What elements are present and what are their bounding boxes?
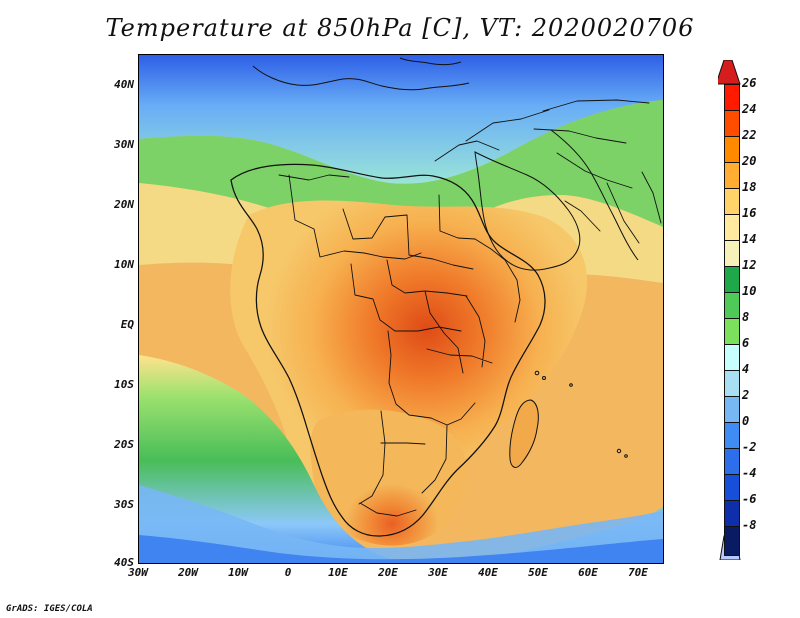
x-label-0: 0 bbox=[284, 566, 292, 579]
x-label-60e: 60E bbox=[578, 566, 598, 579]
x-label-30w: 30W bbox=[128, 566, 148, 579]
y-label-10s: 10S bbox=[114, 378, 134, 391]
x-label-50e: 50E bbox=[528, 566, 548, 579]
chart-title: Temperature at 850hPa [C], VT: 202002070… bbox=[105, 14, 695, 42]
south-islands bbox=[534, 370, 628, 458]
y-label-20s: 20S bbox=[114, 438, 134, 451]
y-label-30n: 30N bbox=[114, 138, 134, 151]
x-label-20e: 20E bbox=[378, 566, 398, 579]
x-label-10w: 10W bbox=[228, 566, 248, 579]
country-borders bbox=[278, 99, 662, 517]
southern-heat-zone bbox=[310, 409, 468, 546]
colorbar-label-minus-4: -4 bbox=[742, 466, 757, 480]
colorbar-label-20: 20 bbox=[742, 154, 757, 168]
madagascar bbox=[509, 399, 539, 468]
y-label-10n: 10N bbox=[114, 258, 134, 271]
colorbar-label-24: 24 bbox=[742, 102, 757, 116]
y-label-20n: 20N bbox=[114, 198, 134, 211]
arabian-peninsula bbox=[474, 151, 581, 271]
x-label-30e: 30E bbox=[428, 566, 448, 579]
y-label-30s: 30S bbox=[114, 498, 134, 511]
credit-footer: GrADS: IGES/COLA bbox=[6, 604, 93, 614]
black-sea-outline bbox=[399, 57, 462, 66]
colorbar-label-minus-6: -6 bbox=[742, 492, 757, 506]
colorbar-label-6: 6 bbox=[742, 336, 750, 350]
colorbar-label-18: 18 bbox=[742, 180, 757, 194]
colorbar-label-10: 10 bbox=[742, 284, 757, 298]
colorbar-label-8: 8 bbox=[742, 310, 750, 324]
colorbar-label-22: 22 bbox=[742, 128, 757, 142]
southern-ocean-gradient bbox=[139, 355, 663, 563]
north-cold-region bbox=[139, 55, 663, 184]
color-legend: 26 24 22 20 18 16 14 12 10 8 6 4 2 0 -2 … bbox=[718, 60, 778, 560]
africa-continent-outline bbox=[230, 163, 546, 537]
colorbar-label-minus-2: -2 bbox=[742, 440, 757, 454]
colorbar-label-minus-8: -8 bbox=[742, 518, 757, 532]
mediterranean-outline bbox=[252, 65, 470, 91]
colorbar-label-16: 16 bbox=[742, 206, 757, 220]
map-plot bbox=[138, 54, 664, 564]
north-green-band bbox=[139, 100, 663, 239]
southern-polar-band bbox=[139, 535, 663, 563]
x-label-40e: 40E bbox=[478, 566, 498, 579]
colorbar-cell-minus-8 bbox=[724, 526, 740, 556]
southern-blue-gradient bbox=[139, 485, 663, 563]
colorbar-label-0: 0 bbox=[742, 414, 750, 428]
y-label-40s: 40S bbox=[114, 556, 134, 569]
x-label-10e: 10E bbox=[328, 566, 348, 579]
map-svg bbox=[139, 55, 663, 563]
colorbar-label-14: 14 bbox=[742, 232, 757, 246]
colorbar-label-4: 4 bbox=[742, 362, 750, 376]
colorbar-label-2: 2 bbox=[742, 388, 750, 402]
y-label-40n: 40N bbox=[114, 78, 134, 91]
x-label-70e: 70E bbox=[628, 566, 648, 579]
colorbar-label-12: 12 bbox=[742, 258, 757, 272]
colorbar-label-26: 26 bbox=[742, 76, 757, 90]
x-label-20w: 20W bbox=[178, 566, 198, 579]
y-label-eq: EQ bbox=[120, 318, 134, 331]
persian-coast-outline bbox=[550, 129, 639, 261]
